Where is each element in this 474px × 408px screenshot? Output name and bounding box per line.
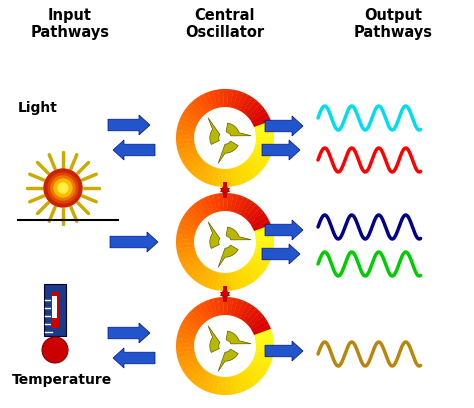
- Polygon shape: [218, 349, 238, 371]
- Polygon shape: [208, 118, 220, 144]
- Polygon shape: [110, 232, 158, 252]
- Bar: [223, 286, 227, 302]
- Polygon shape: [262, 244, 300, 264]
- Circle shape: [51, 176, 75, 200]
- Text: Temperature: Temperature: [12, 373, 112, 387]
- Text: Input
Pathways: Input Pathways: [30, 8, 109, 40]
- Circle shape: [44, 169, 82, 207]
- Polygon shape: [208, 222, 220, 248]
- Polygon shape: [265, 116, 303, 136]
- Text: Output
Pathways: Output Pathways: [354, 8, 432, 40]
- Bar: [223, 182, 227, 198]
- Polygon shape: [218, 141, 238, 163]
- Bar: [53, 296, 57, 318]
- Polygon shape: [226, 123, 251, 136]
- Polygon shape: [220, 188, 230, 198]
- Circle shape: [48, 173, 78, 203]
- Polygon shape: [265, 220, 303, 240]
- Circle shape: [58, 183, 68, 193]
- Polygon shape: [108, 115, 150, 135]
- Polygon shape: [220, 292, 230, 302]
- Polygon shape: [220, 286, 230, 296]
- Polygon shape: [113, 348, 155, 368]
- Polygon shape: [218, 245, 238, 267]
- Polygon shape: [226, 227, 251, 240]
- Bar: [51, 292, 59, 328]
- Polygon shape: [113, 140, 155, 160]
- Polygon shape: [226, 331, 251, 344]
- Polygon shape: [108, 323, 150, 343]
- Polygon shape: [220, 182, 230, 192]
- Polygon shape: [262, 140, 300, 160]
- Circle shape: [54, 179, 72, 197]
- Text: Central
Oscillator: Central Oscillator: [185, 8, 264, 40]
- Text: Light: Light: [18, 101, 58, 115]
- Circle shape: [42, 337, 68, 363]
- Bar: [44, 284, 66, 336]
- Polygon shape: [265, 341, 303, 361]
- Polygon shape: [208, 326, 220, 353]
